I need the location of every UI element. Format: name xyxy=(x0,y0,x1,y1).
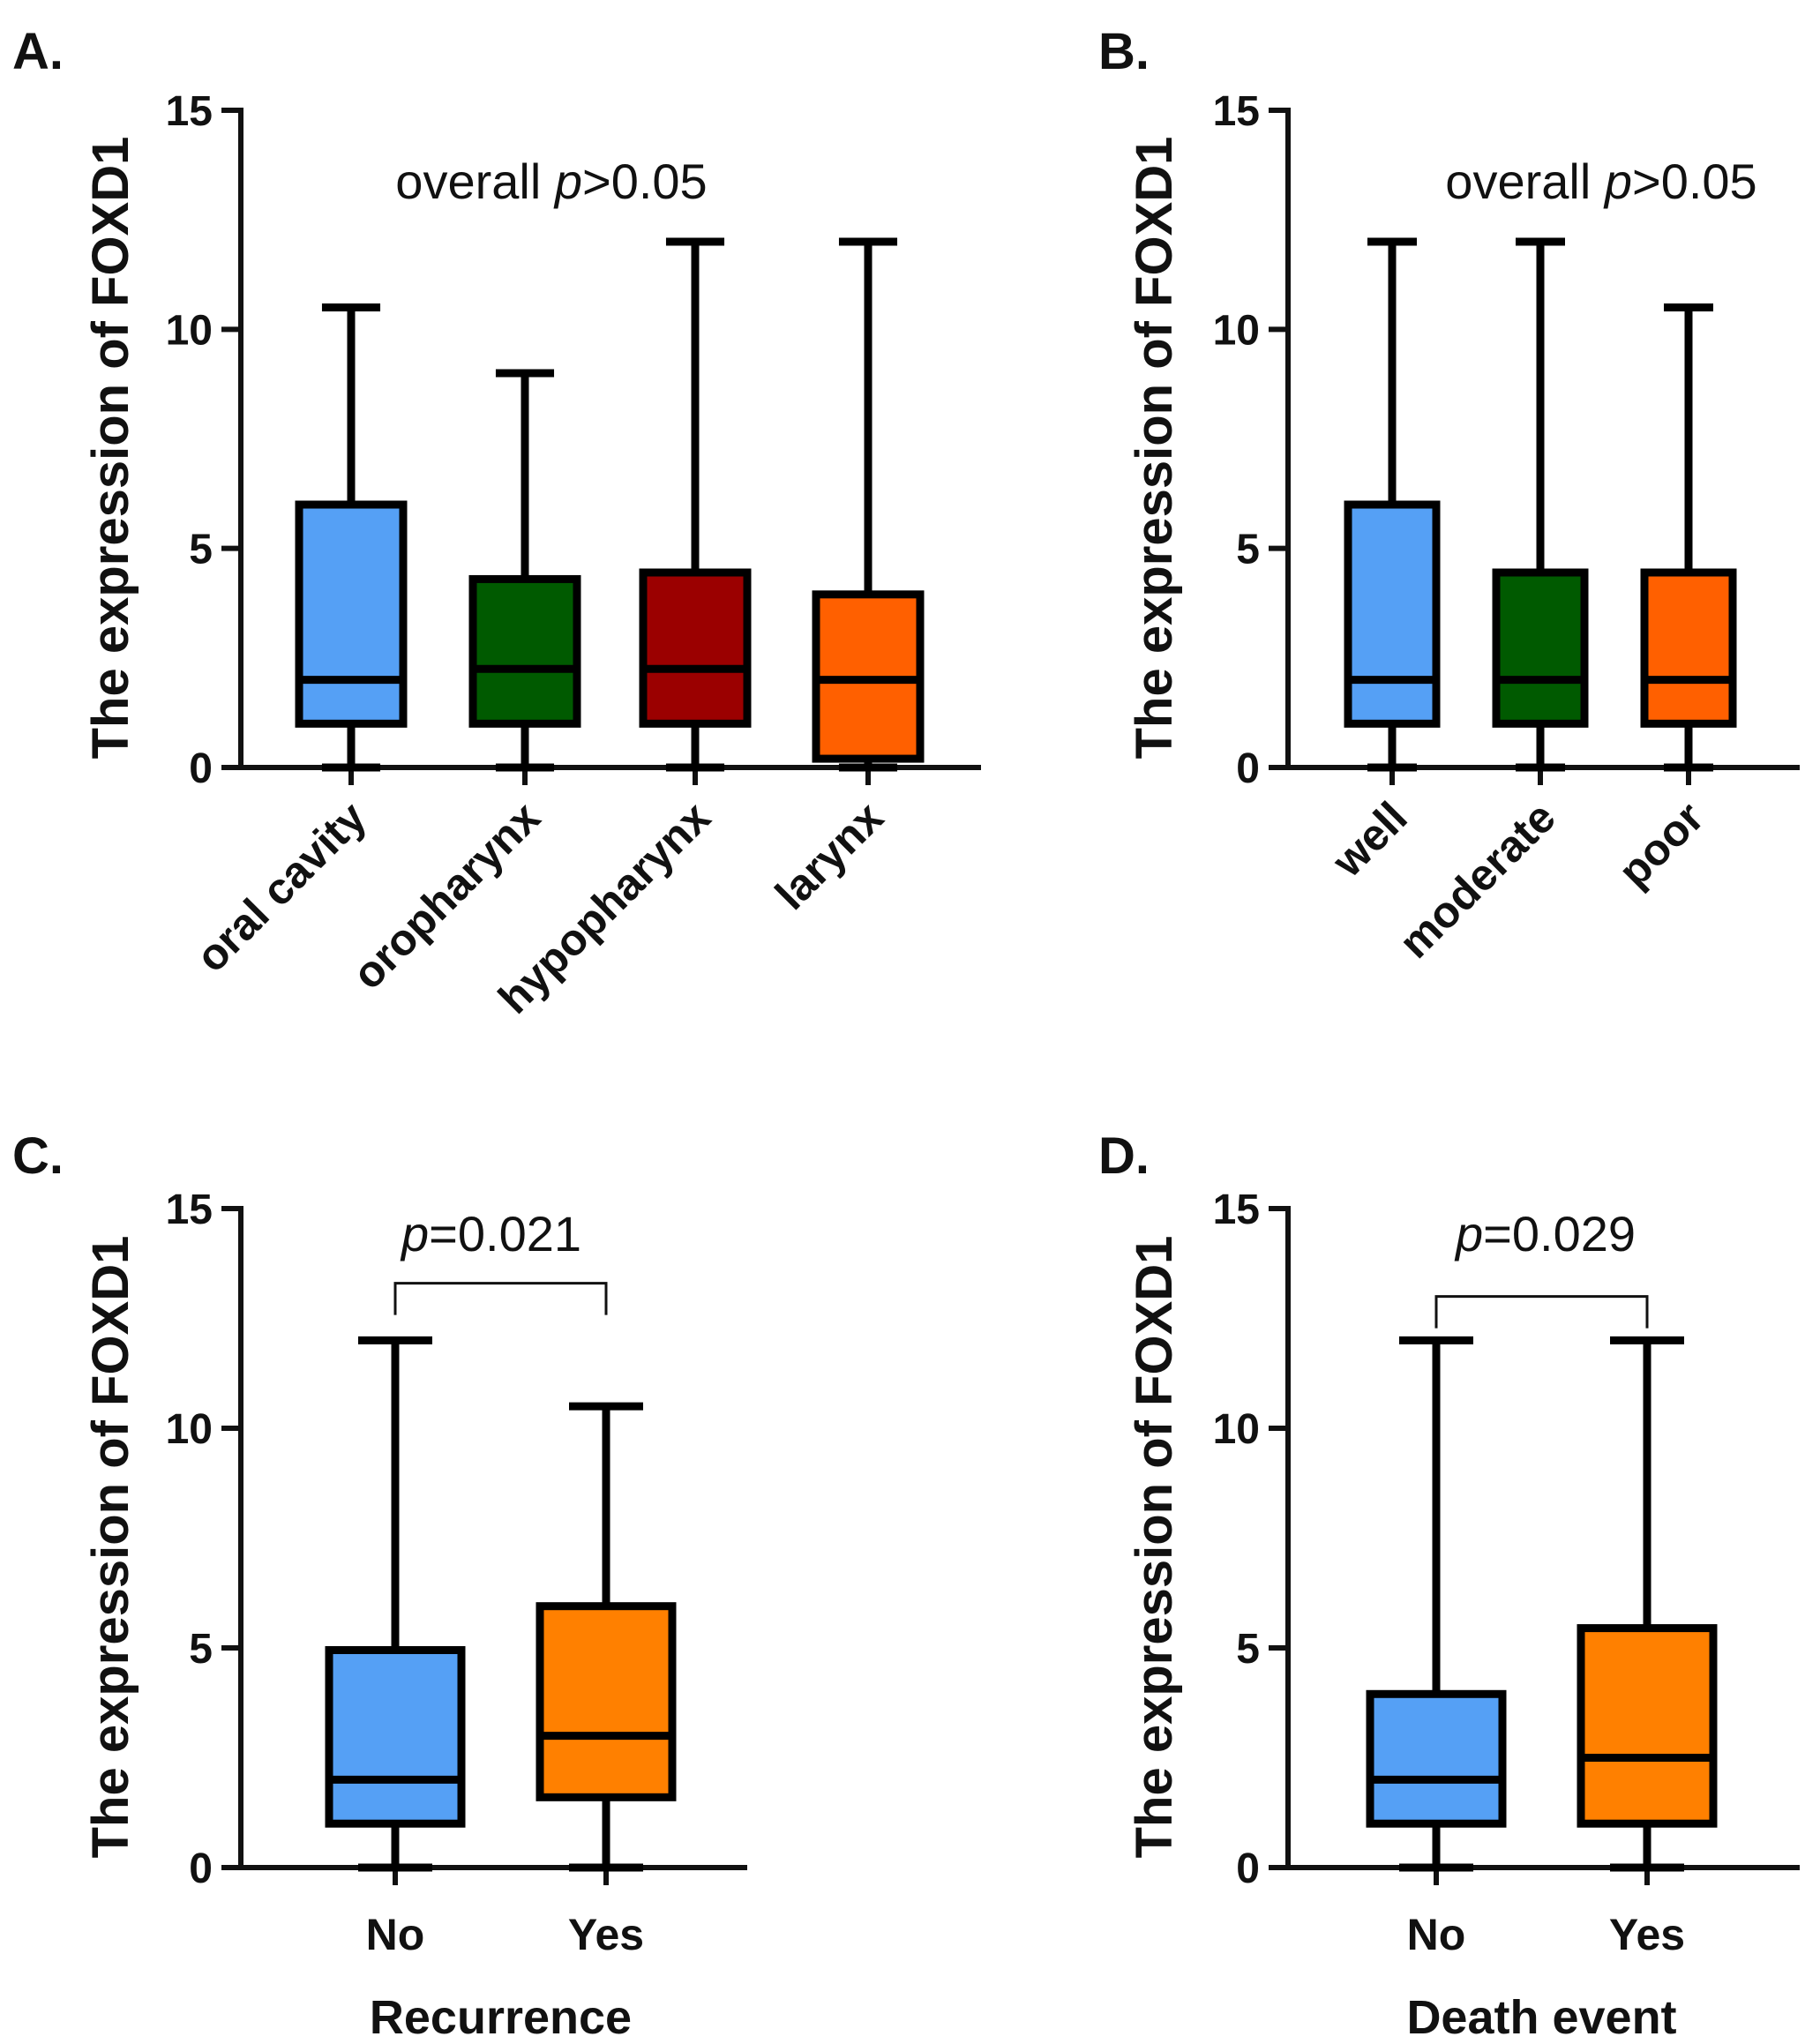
y-tick-label: 15 xyxy=(1213,88,1260,135)
y-tick-label: 5 xyxy=(189,527,213,573)
y-tick-label: 5 xyxy=(1236,527,1260,573)
p-value-annotation: overall p>0.05 xyxy=(395,153,707,209)
y-tick-label: 10 xyxy=(166,1406,213,1453)
x-tick-label: well xyxy=(1322,792,1417,887)
x-tick-label: poor xyxy=(1609,792,1713,896)
iqr-box xyxy=(1577,1624,1718,1828)
iqr-box xyxy=(639,568,752,728)
box-larynx: larynx xyxy=(766,237,925,919)
box-no: No xyxy=(1366,1336,1507,1959)
box-no: No xyxy=(325,1336,466,1959)
box-poor: poor xyxy=(1609,303,1737,896)
x-axis-title: Death event xyxy=(1406,1991,1676,2044)
y-tick-label: 0 xyxy=(189,745,213,792)
y-axis-label: The expression of FOXD1 xyxy=(1126,137,1183,760)
box-oral-cavity: oral cavity xyxy=(186,303,408,982)
panel-d: D. The expression of FOXD1 0 5 10 15 No Yes Deat… xyxy=(1098,1127,1800,2044)
annotation-value: =0.029 xyxy=(1483,1206,1636,1262)
iqr-box xyxy=(1344,500,1441,728)
panel-a: A. The expression of FOXD1 0 5 10 15 oral cavi… xyxy=(12,23,981,1023)
iqr-box xyxy=(295,500,408,728)
y-tick-label: 10 xyxy=(1213,1406,1260,1453)
iqr-box xyxy=(1366,1689,1507,1828)
y-axis-label: The expression of FOXD1 xyxy=(1126,1236,1183,1859)
y-axis-label: The expression of FOXD1 xyxy=(82,137,139,760)
annotation-prefix: overall xyxy=(1445,153,1605,209)
annotation-value: >0.05 xyxy=(1632,153,1757,209)
iqr-box xyxy=(1492,568,1589,728)
panel-letter: B. xyxy=(1098,23,1150,80)
y-tick-label: 5 xyxy=(1236,1626,1260,1673)
x-axis-title: Recurrence xyxy=(370,1991,632,2044)
x-tick-label: larynx xyxy=(766,792,893,919)
y-axis-label: The expression of FOXD1 xyxy=(82,1236,139,1859)
annotation-p: p xyxy=(400,1206,429,1262)
y-tick-label: 5 xyxy=(189,1626,213,1673)
significance-bracket xyxy=(393,1282,608,1315)
y-tick-label: 0 xyxy=(1236,745,1260,792)
annotation-p: p xyxy=(553,153,582,209)
p-value-annotation: p=0.029 xyxy=(1454,1206,1636,1262)
y-tick-label: 10 xyxy=(1213,307,1260,354)
box-yes: Yes xyxy=(1577,1336,1718,1959)
y-tick-label: 0 xyxy=(189,1846,213,1892)
y-tick-label: 15 xyxy=(166,88,213,135)
panel-letter: A. xyxy=(12,23,64,80)
annotation-p: p xyxy=(1603,153,1632,209)
x-tick-label: No xyxy=(1407,1910,1466,1959)
iqr-box xyxy=(536,1602,677,1801)
annotation-p: p xyxy=(1454,1206,1483,1262)
x-tick-label: No xyxy=(366,1910,425,1959)
p-value-annotation: p=0.021 xyxy=(400,1206,581,1262)
y-tick-label: 10 xyxy=(166,307,213,354)
annotation-prefix: overall xyxy=(395,153,555,209)
annotation-value: =0.021 xyxy=(429,1206,581,1262)
annotation-value: >0.05 xyxy=(582,153,708,209)
y-tick-label: 0 xyxy=(1236,1846,1260,1892)
panel-b: B. The expression of FOXD1 0 5 10 15 wellmoder… xyxy=(1098,23,1800,968)
y-tick-label: 15 xyxy=(166,1187,213,1233)
box-yes: Yes xyxy=(536,1402,677,1959)
panel-letter: D. xyxy=(1098,1127,1150,1185)
p-value-annotation: overall p>0.05 xyxy=(1445,153,1756,209)
x-tick-label: moderate xyxy=(1389,792,1565,968)
panel-letter: C. xyxy=(12,1127,64,1185)
iqr-box xyxy=(1640,568,1737,728)
y-tick-label: 15 xyxy=(1213,1187,1260,1233)
x-tick-label: Yes xyxy=(1609,1910,1685,1959)
x-tick-label: Yes xyxy=(568,1910,644,1959)
x-tick-label: oral cavity xyxy=(186,792,376,982)
panel-c: C. The expression of FOXD1 0 5 10 15 No Yes Recu… xyxy=(12,1127,747,2044)
iqr-box xyxy=(325,1645,466,1828)
iqr-box xyxy=(468,574,581,728)
significance-bracket xyxy=(1434,1295,1649,1329)
box-well: well xyxy=(1322,237,1441,887)
